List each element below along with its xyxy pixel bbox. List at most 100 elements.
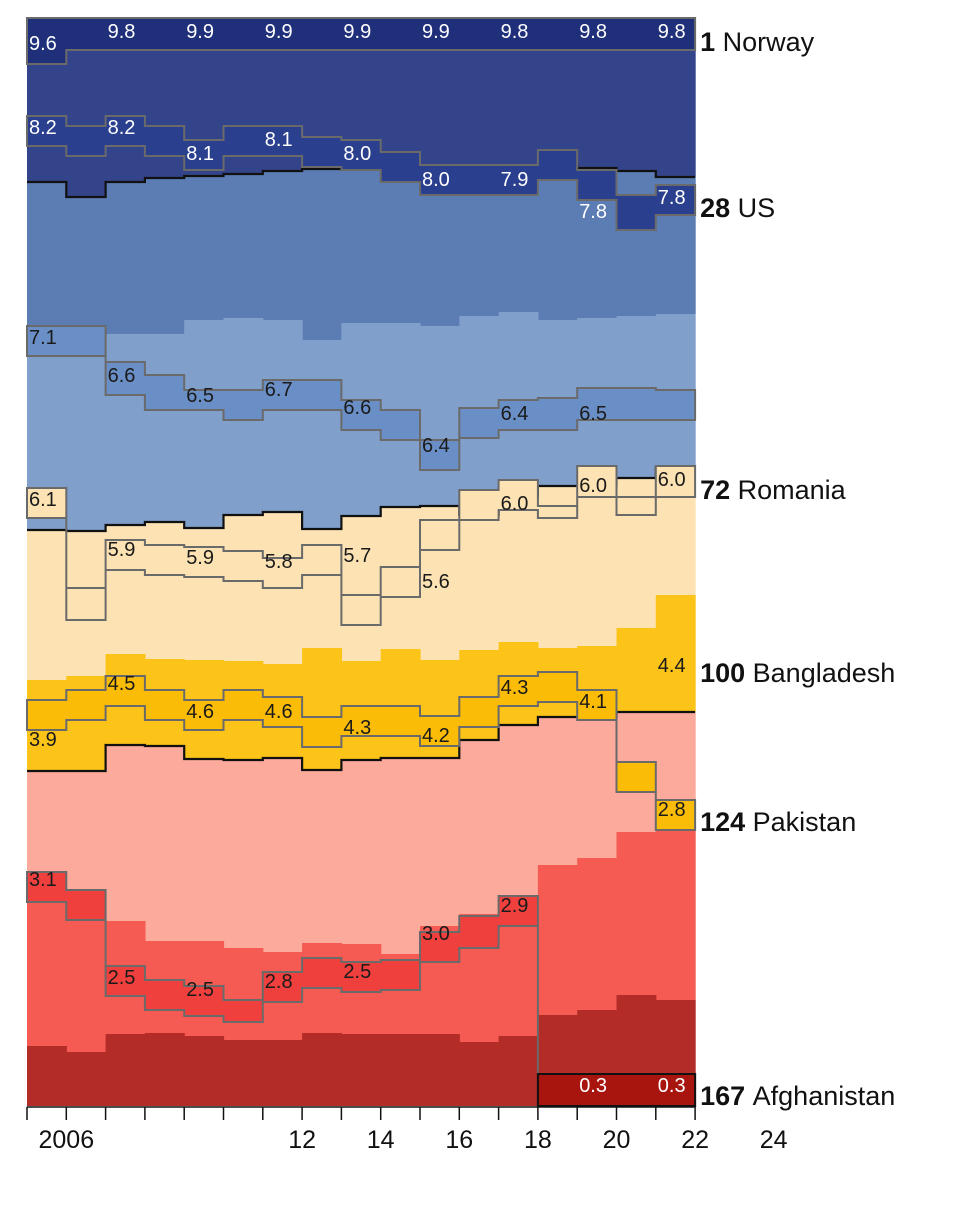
country-label-bangladesh: 100 Bangladesh [700,658,895,688]
value-label: 9.6 [29,33,57,55]
value-label: 0.3 [579,1075,607,1097]
value-label: 7.1 [29,327,57,349]
value-label: 9.8 [658,21,686,43]
country-name: Afghanistan [753,1081,896,1111]
band-segment [420,326,460,506]
band-segment [262,320,303,512]
band-segment [577,486,618,646]
band-segment [27,1046,67,1106]
band-segment [537,717,578,865]
value-label: 4.6 [186,701,214,723]
value-label: 3.0 [422,923,450,945]
track-romania [26,325,697,471]
band-segment [577,858,618,1010]
value-label: 7.9 [501,169,529,191]
band-segment [105,1034,146,1106]
band-segment [420,1034,460,1106]
value-label: 5.7 [343,545,371,567]
band-segment [144,178,185,334]
value-label: 9.9 [422,21,450,43]
value-label: 9.8 [501,21,529,43]
country-name: Norway [723,27,815,57]
value-label: 6.0 [501,493,529,515]
x-tick-label: 12 [288,1126,316,1154]
band-segment [302,340,342,529]
band-segment [420,171,460,326]
band-segment [27,182,67,326]
x-tick-label: 18 [524,1126,552,1154]
value-label: 2.5 [343,961,371,983]
value-label: 5.9 [186,547,214,569]
band-segment [223,515,264,661]
border-line-romania-bangladesh [27,466,696,533]
band-segment [223,760,264,948]
value-label: 5.9 [108,539,136,561]
value-label: 2.8 [658,799,686,821]
country-name: Bangladesh [753,658,896,688]
band-segment [184,176,225,320]
value-label: 6.0 [579,475,607,497]
band-segment [459,740,500,914]
value-label: 6.5 [579,403,607,425]
value-label: 2.8 [265,971,293,993]
value-label: 6.7 [265,379,293,401]
value-label: 4.3 [501,677,529,699]
band-segment [655,828,696,1000]
country-rank: 72 [700,475,738,505]
band-segment [184,1036,225,1106]
track-norway [26,17,697,65]
band-segment [302,1033,342,1106]
country-name: US [738,193,776,223]
value-label: 9.8 [579,21,607,43]
band-segment [66,326,107,531]
band-segment [223,948,264,1040]
band-segment [66,1052,107,1106]
value-label: 5.8 [265,551,293,573]
value-label: 5.6 [422,571,450,593]
country-rank: 167 [700,1081,753,1111]
value-label: 7.8 [658,187,686,209]
band-segment [144,746,185,941]
band-segment [262,758,303,952]
value-label: 9.9 [186,21,214,43]
track-bangladesh [26,465,697,626]
border-line-bangladesh-pakistan [27,710,696,773]
value-label: 6.5 [186,385,214,407]
band-segment [459,173,500,316]
band-segment [262,1040,303,1106]
band-segment [616,628,657,712]
band-segment [341,164,382,323]
band-segment [144,522,185,659]
value-label: 6.1 [29,489,57,511]
value-label: 6.4 [501,403,529,425]
country-name: Romania [738,475,847,505]
band-segment [105,745,146,921]
band-segment [223,174,264,318]
band-segment [341,760,382,944]
band-segment [420,758,460,926]
band-segment [380,758,421,954]
band-segment [302,648,342,770]
country-name: Pakistan [753,807,857,837]
band-segment [380,168,421,323]
band-segment [27,902,67,1046]
value-label: 4.3 [343,717,371,739]
band-segment [616,171,657,316]
x-tick-label: 20 [603,1126,631,1154]
band-segment [66,771,107,912]
value-label: 6.6 [108,365,136,387]
band-segment [380,1034,421,1106]
value-label: 8.1 [186,143,214,165]
value-label: 4.5 [108,673,136,695]
band-segment [577,717,618,858]
band-segment [655,595,696,712]
band-segment [380,649,421,758]
value-label: 8.0 [422,169,450,191]
value-label: 8.0 [343,143,371,165]
value-label: 6.6 [343,397,371,419]
track-bangladesh2 [26,671,697,831]
band-segment [27,530,67,680]
band-segment [459,1042,500,1106]
band-segment [498,1036,539,1106]
value-label: 9.8 [108,21,136,43]
